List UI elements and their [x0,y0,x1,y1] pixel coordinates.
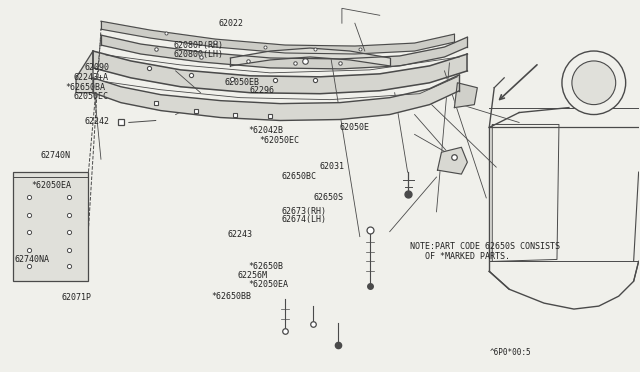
Bar [13,172,88,281]
Text: *62650BA: *62650BA [65,83,105,92]
Circle shape [562,51,626,115]
Text: *62042B: *62042B [248,126,284,135]
Text: 62090: 62090 [84,63,109,72]
Polygon shape [76,51,93,93]
Polygon shape [454,83,477,108]
Text: 62674(LH): 62674(LH) [282,215,327,224]
Text: *62050EA: *62050EA [248,280,289,289]
Text: 62296: 62296 [250,86,275,94]
Text: *62650B: *62650B [248,262,284,271]
Text: 62650BC: 62650BC [282,172,317,181]
Text: 62650S: 62650S [314,193,344,202]
Text: 62031: 62031 [320,162,345,171]
Text: 62050EB: 62050EB [225,78,259,87]
Polygon shape [230,48,390,66]
Text: NOTE:PART CODE 62650S CONSISTS
   OF *MARKED PARTS.: NOTE:PART CODE 62650S CONSISTS OF *MARKE… [410,242,559,261]
Text: 62243: 62243 [228,230,253,239]
Text: 62740NA: 62740NA [14,255,49,264]
Polygon shape [438,147,467,174]
Text: 620800(LH): 620800(LH) [173,51,223,60]
Text: ^6P0*00:5: ^6P0*00:5 [489,348,531,357]
Text: 62022: 62022 [218,19,243,28]
Circle shape [572,61,616,105]
Text: 62256M: 62256M [237,271,267,280]
Text: 62050E: 62050E [339,123,369,132]
Text: 62242: 62242 [84,117,109,126]
Text: *62050EA: *62050EA [31,182,71,190]
Text: 62673(RH): 62673(RH) [282,207,327,217]
Text: 62243+A: 62243+A [74,73,108,81]
Polygon shape [93,75,460,121]
Polygon shape [93,51,467,94]
Text: 62080P(RH): 62080P(RH) [173,41,223,50]
Text: 62050EC: 62050EC [74,92,108,101]
Text: 62740N: 62740N [41,151,71,160]
Text: *62650BB: *62650BB [212,292,252,301]
Polygon shape [101,21,454,54]
Polygon shape [101,35,467,69]
Text: *62050EC: *62050EC [259,136,300,145]
Text: 62071P: 62071P [62,293,92,302]
